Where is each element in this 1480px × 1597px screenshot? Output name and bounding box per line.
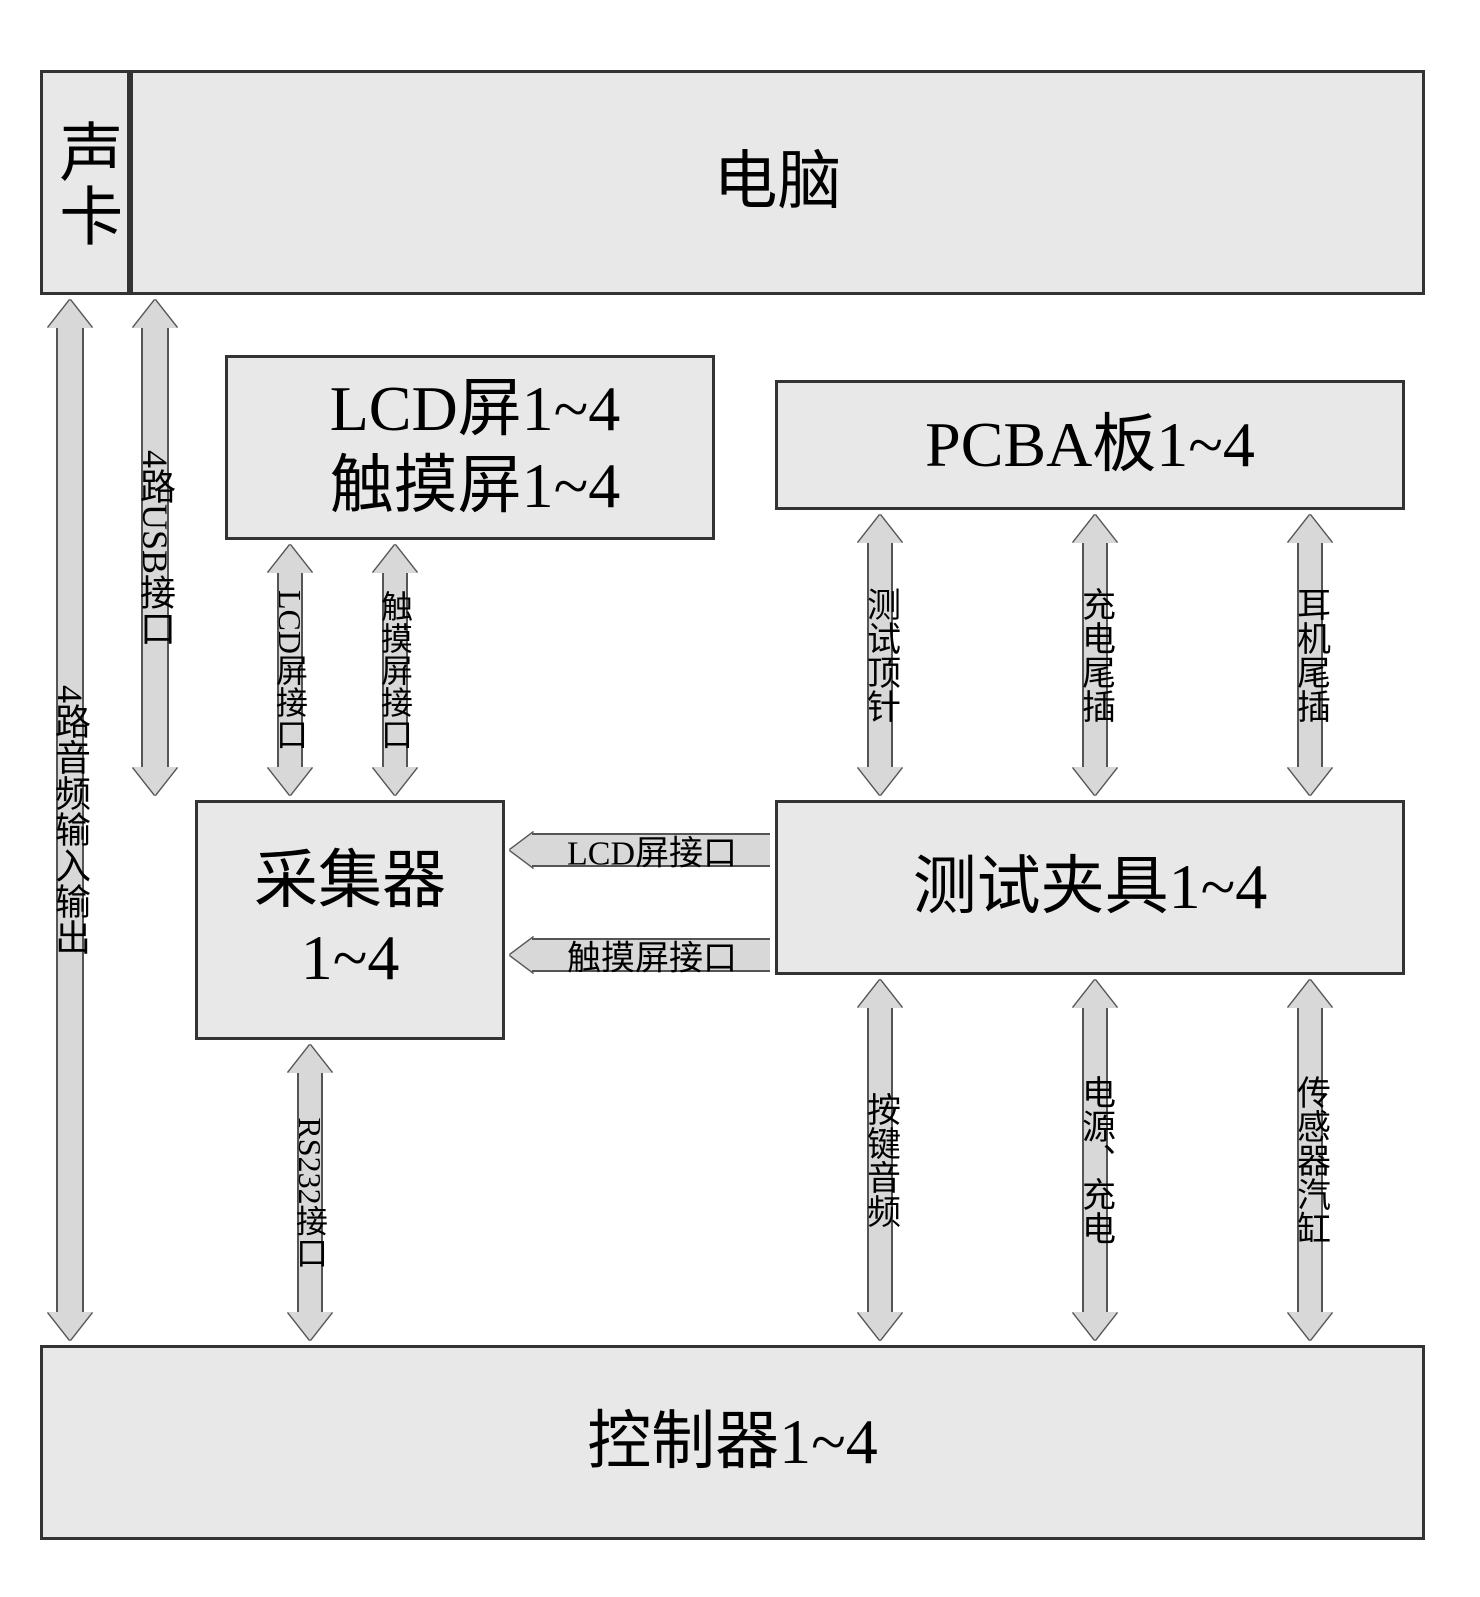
arrow-charge_tail: 充电尾插 bbox=[1065, 515, 1125, 795]
box-label: 电脑 bbox=[714, 144, 842, 221]
arrow-label: 触摸屏接口 bbox=[372, 590, 418, 750]
box-lcd-touch: LCD屏1~4 触摸屏1~4 bbox=[225, 355, 715, 540]
arrow-probe: 测试顶针 bbox=[850, 515, 910, 795]
arrow-label: 传感器汽缸 bbox=[1286, 1075, 1335, 1245]
box-collector: 采集器 1~4 bbox=[195, 800, 505, 1040]
arrow-rs232: RS232接口 bbox=[280, 1045, 340, 1340]
arrow-label: 4路音频输入输出 bbox=[44, 685, 96, 955]
arrow-touch_if2: 触摸屏接口 bbox=[510, 930, 770, 980]
arrow-label: 4路USB接口 bbox=[129, 449, 181, 645]
box-computer: 电脑 bbox=[130, 70, 1425, 295]
box-label: 控制器1~4 bbox=[587, 1404, 878, 1481]
arrow-sensor: 传感器汽缸 bbox=[1280, 980, 1340, 1340]
diagram-canvas: 声卡 电脑 LCD屏1~4 触摸屏1~4 PCBA板1~4 采集器 1~4 测试… bbox=[0, 0, 1480, 1597]
box-controller: 控制器1~4 bbox=[40, 1345, 1425, 1540]
arrow-audio_io: 4路音频输入输出 bbox=[40, 300, 100, 1340]
arrow-lcd_if1: LCD屏接口 bbox=[260, 545, 320, 795]
arrow-label: 充电尾插 bbox=[1071, 587, 1120, 723]
arrow-label: LCD屏接口 bbox=[267, 590, 313, 750]
arrow-earphone: 耳机尾插 bbox=[1280, 515, 1340, 795]
arrow-label: RS232接口 bbox=[287, 1117, 333, 1268]
box-label: LCD屏1~4 触摸屏1~4 bbox=[320, 371, 621, 525]
box-soundcard: 声卡 bbox=[40, 70, 130, 295]
box-label: PCBA板1~4 bbox=[925, 407, 1255, 484]
arrow-label: 电源、充电 bbox=[1071, 1075, 1120, 1245]
arrow-usb4: 4路USB接口 bbox=[125, 300, 185, 795]
arrow-label: 测试顶针 bbox=[856, 587, 905, 723]
box-label: 采集器 1~4 bbox=[254, 843, 446, 997]
arrow-label: 耳机尾插 bbox=[1286, 587, 1335, 723]
box-pcba: PCBA板1~4 bbox=[775, 380, 1405, 510]
arrow-label: 按键音频 bbox=[856, 1092, 905, 1228]
arrow-touch_if1: 触摸屏接口 bbox=[365, 545, 425, 795]
box-label: 声卡 bbox=[50, 119, 120, 247]
arrow-key_audio: 按键音频 bbox=[850, 980, 910, 1340]
arrow-label: 触摸屏接口 bbox=[567, 931, 737, 980]
arrow-label: LCD屏接口 bbox=[567, 826, 737, 875]
arrow-lcd_if2: LCD屏接口 bbox=[510, 825, 770, 875]
box-label: 测试夹具1~4 bbox=[913, 849, 1268, 926]
box-fixture: 测试夹具1~4 bbox=[775, 800, 1405, 975]
arrow-power_chg: 电源、充电 bbox=[1065, 980, 1125, 1340]
